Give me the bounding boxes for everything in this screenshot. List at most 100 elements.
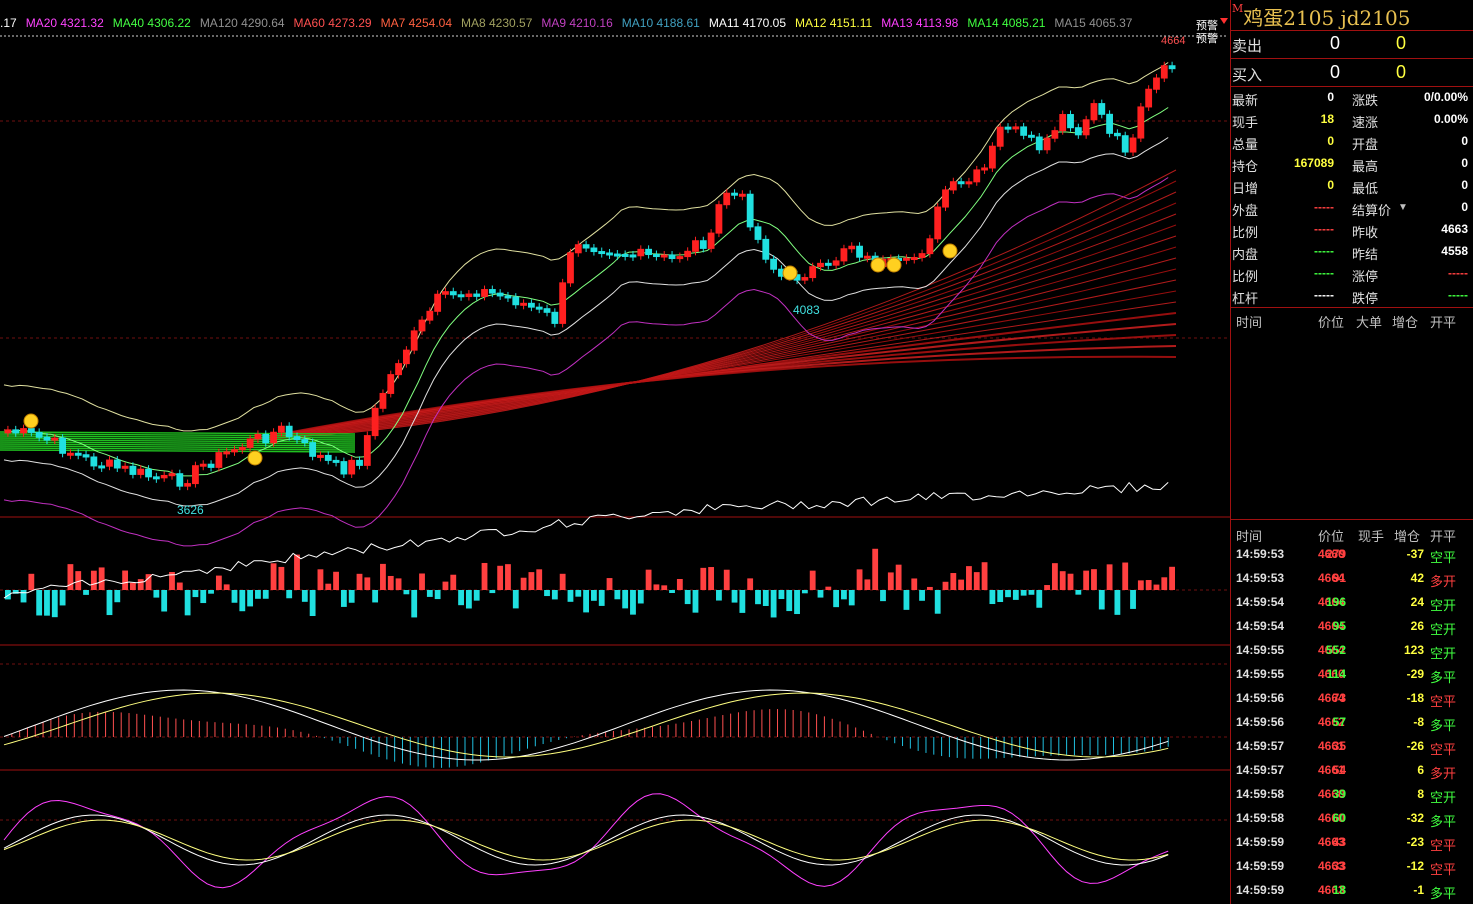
tick-header-type: 开平 [1430,529,1457,544]
tick-oi-change: -1 [1413,883,1424,897]
candle-body [801,277,809,281]
candle-body [215,452,223,468]
volume-bar [67,564,74,590]
contract-marker: M [1232,2,1244,15]
stats-row: 比例 ----- 昨收 4663 [1232,222,1472,242]
stat-value: 0 [1327,178,1334,192]
volume-bar [481,562,488,590]
ma-indicator-4: MA60 4273.29 [293,16,372,30]
volume-bar [911,578,918,590]
volume-bar [169,572,175,590]
volume-bar [83,590,89,595]
last-price-tag: 4664 [1161,35,1186,47]
tick-row[interactable]: 14:59:58 4660 39 8 空开 [1232,787,1472,807]
volume-bar [591,590,597,601]
tick-row[interactable]: 14:59:59 4663 43 -23 空平 [1232,835,1472,855]
tick-type: 空平 [1430,694,1457,709]
sell-row[interactable]: 卖出 0 0 [1232,33,1472,57]
volume-bar [239,590,246,612]
tick-row[interactable]: 14:59:57 4661 54 6 多开 [1232,763,1472,783]
buy-row[interactable]: 买入 0 0 [1232,62,1472,86]
stat-label: 杠杆 [1232,291,1259,306]
candle-body [949,181,957,191]
volume-bar [489,590,496,594]
tick-header: 时间 价位 现手 增仓 开平 [1232,526,1472,546]
tick-oi-change: 26 [1410,619,1424,633]
candle-body [1129,137,1137,153]
kline-chart-canvas[interactable] [0,0,1230,904]
volume-bar [637,590,644,604]
candle-body [207,463,215,468]
ma-indicator-0: .17 [0,16,17,30]
ma-fan-line [249,191,1177,441]
candle-body [90,456,98,467]
volume-bar [997,590,1004,603]
volume-bar [809,570,816,590]
volume-bar [903,590,910,610]
tick-volume: 57 [1332,715,1346,729]
tick-row[interactable]: 14:59:56 4664 73 -18 空平 [1232,691,1472,711]
ma-indicator-2: MA40 4306.22 [112,16,191,30]
candle-body [559,282,567,324]
volume-bar [825,586,832,590]
volume-bar [786,590,793,612]
tick-volume: 33 [1332,859,1346,873]
tick-time: 14:59:58 [1236,787,1285,801]
volume-bar [1044,585,1050,590]
tick-row[interactable]: 14:59:59 4663 33 -12 空平 [1232,859,1472,879]
signal-smiley-icon [942,243,958,259]
stat-label: 涨停 [1352,269,1379,284]
tick-row[interactable]: 14:59:57 4661 35 -26 空平 [1232,739,1472,759]
stat-value: 167089 [1293,156,1334,170]
volume-bar [20,590,27,603]
tick-row[interactable]: 14:59:54 4664 95 26 空开 [1232,619,1472,639]
alert-label-2[interactable]: 预警 [1196,33,1218,45]
tick-time: 14:59:56 [1236,715,1285,729]
volume-bar [630,590,636,615]
contract-title[interactable]: M鸡蛋2105 jd2105 [1232,2,1410,31]
alert-label[interactable]: 预警 [1196,20,1218,32]
candle-body [35,431,43,438]
ma-fan-line [249,180,1177,441]
tick-row[interactable]: 14:59:55 4664 552 123 空开 [1232,643,1472,663]
volume-bar [75,571,82,590]
tick-header-price: 价位 [1318,529,1345,544]
kdj-d-line [3,819,1169,861]
big-header-time: 时间 [1236,315,1263,330]
candle-body [848,245,856,250]
tick-header-oi: 增仓 [1394,529,1421,544]
big-header-oi: 增仓 [1392,315,1419,330]
tick-row[interactable]: 14:59:56 4662 57 -8 多平 [1232,715,1472,735]
candle-body [832,260,840,266]
candle-body [770,258,778,270]
volume-bar [567,590,574,602]
tick-price: 4660 [1318,811,1345,825]
candle-body [676,256,684,260]
chevron-down-icon[interactable]: ▼ [1398,202,1408,213]
tick-row[interactable]: 14:59:58 4660 60 -32 多平 [1232,811,1472,831]
kline-chart-area[interactable]: .17 MA20 4321.32 MA40 4306.22 MA120 4290.64… [0,0,1230,904]
candle-body [684,250,692,258]
candle-body [449,291,457,296]
volume-bar [309,590,316,617]
tick-time: 14:59:59 [1236,883,1285,897]
candle-body [238,446,246,451]
ma-indicator-8: MA10 4188.61 [621,16,700,30]
candle-body [957,181,965,185]
volume-bar [575,590,582,597]
volume-bar [497,565,504,590]
tick-row[interactable]: 14:59:55 4660 114 -29 多平 [1232,667,1472,687]
tick-type: 多平 [1430,814,1457,829]
tick-row[interactable]: 14:59:59 4663 18 -1 多平 [1232,883,1472,903]
candle-body [996,126,1004,147]
volume-bar [981,562,988,590]
volume-bar [942,581,949,590]
tick-row[interactable]: 14:59:54 4664 196 24 空开 [1232,595,1472,615]
stat-label[interactable]: 结算价 [1352,203,1392,218]
volume-bar [598,590,605,606]
tick-row[interactable]: 14:59:53 4660 279 -37 空平 [1232,547,1472,567]
volume-bar [958,579,965,590]
tick-row[interactable]: 14:59:53 4664 91 42 多开 [1232,571,1472,591]
volume-bar [333,571,339,590]
tick-oi-change: -23 [1406,835,1424,849]
